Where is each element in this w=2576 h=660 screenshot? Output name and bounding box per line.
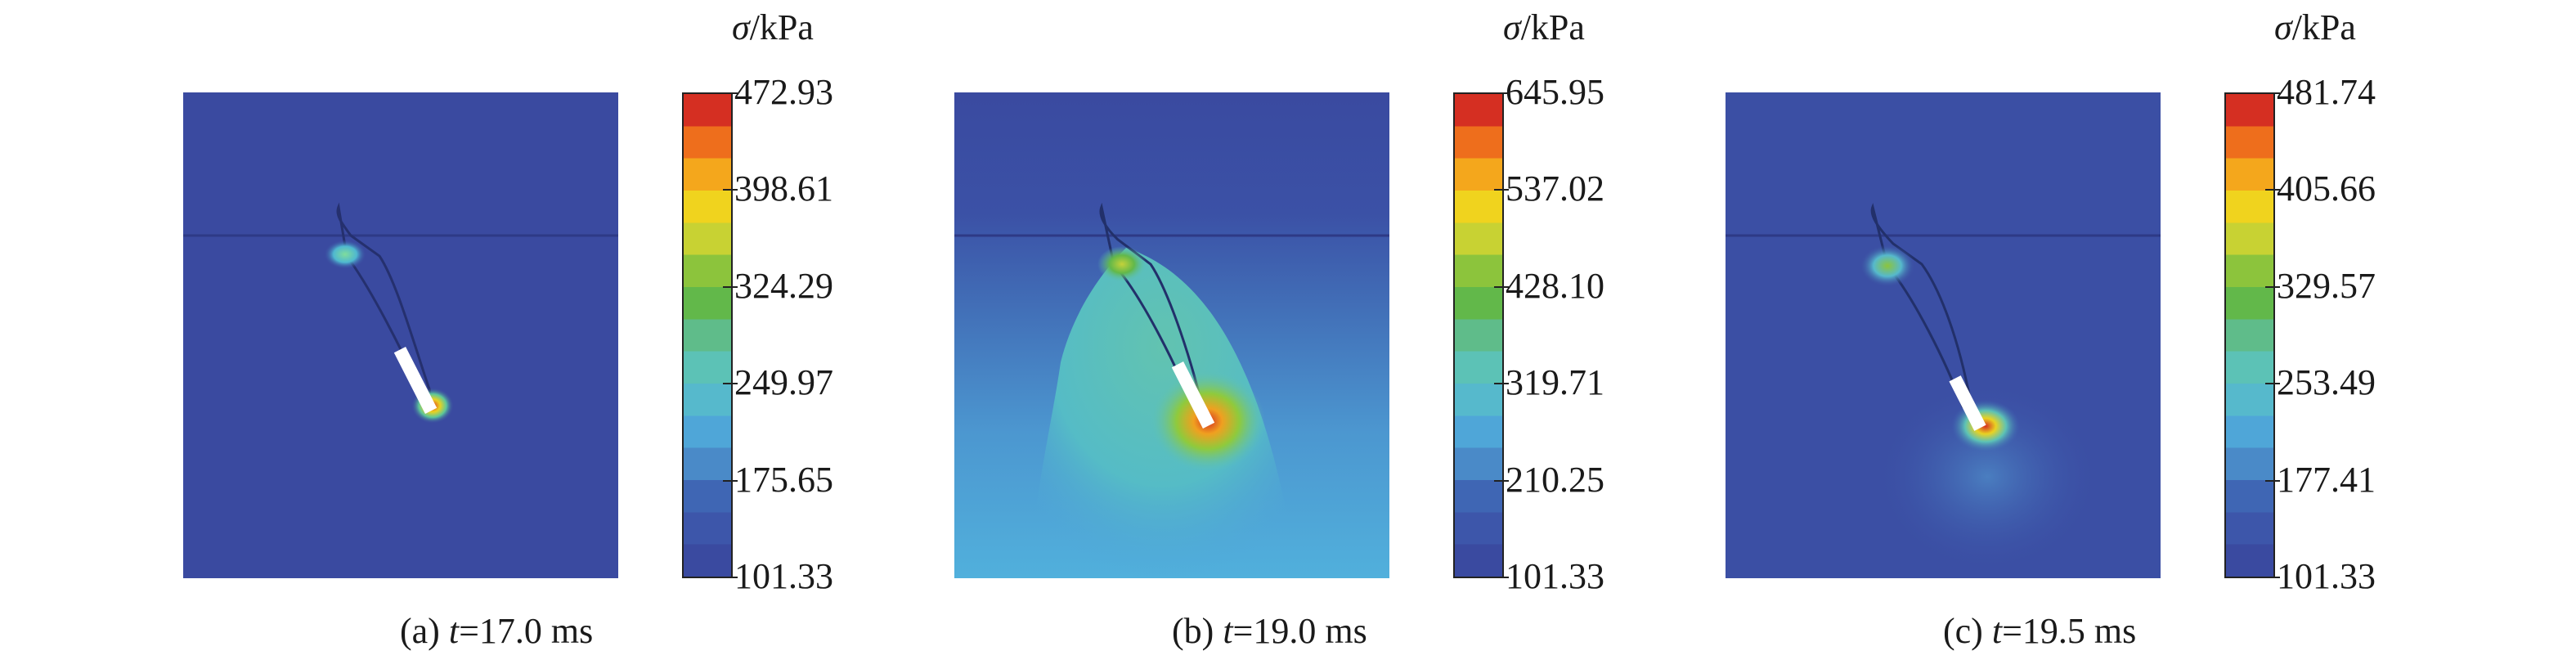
colorbar-tick-label: 101.33 bbox=[2277, 556, 2376, 596]
colorbar-tick-label: 398.61 bbox=[734, 168, 833, 209]
colorbar-tick bbox=[723, 577, 738, 578]
caption-b: (b) t=19.0 ms bbox=[1172, 611, 1367, 651]
stress-field-plot-c bbox=[1726, 92, 2161, 578]
colorbar-tick-label: 319.71 bbox=[1506, 362, 1604, 403]
projectile bbox=[1171, 361, 1215, 429]
colorbar-tick bbox=[1494, 479, 1509, 482]
colorbar-tick-label: 324.29 bbox=[734, 265, 833, 306]
colorbar-title: σ/kPa bbox=[2274, 7, 2356, 47]
projectile bbox=[393, 346, 438, 415]
colorbar-tick bbox=[723, 383, 738, 385]
colorbar-tick-label: 177.41 bbox=[2277, 459, 2376, 500]
caption-a: (a) t=17.0 ms bbox=[400, 611, 594, 651]
pressure-wave bbox=[1881, 387, 2094, 567]
colorbar-tick-label: 329.57 bbox=[2277, 265, 2376, 306]
stress-field-plot-b bbox=[954, 92, 1389, 578]
colorbar-title: σ/kPa bbox=[732, 7, 814, 47]
colorbar-tick bbox=[2265, 383, 2280, 385]
colorbar-title: σ/kPa bbox=[1503, 7, 1585, 47]
colorbar-tick bbox=[1494, 577, 1509, 578]
colorbar-tick-label: 101.33 bbox=[1506, 556, 1604, 596]
colorbar-tick-label: 249.97 bbox=[734, 362, 833, 403]
hotspot-top bbox=[324, 240, 366, 269]
colorbar-tick bbox=[1494, 189, 1509, 191]
colorbar-tick bbox=[723, 92, 738, 94]
cavity-outline bbox=[336, 202, 431, 396]
hotspot-tip bbox=[1951, 400, 2020, 452]
colorbar bbox=[1453, 92, 1504, 578]
colorbar-tick bbox=[2265, 479, 2280, 482]
colorbar-tick bbox=[2265, 577, 2280, 578]
colorbar-tick bbox=[2265, 92, 2280, 94]
colorbar-tick bbox=[723, 479, 738, 482]
colorbar bbox=[682, 92, 733, 578]
colorbar-tick-label: 175.65 bbox=[734, 459, 833, 500]
colorbar-tick bbox=[2265, 189, 2280, 191]
stress-background bbox=[183, 92, 618, 578]
colorbar-tick bbox=[723, 285, 738, 288]
colorbar-tick bbox=[1494, 92, 1509, 94]
projectile bbox=[1949, 375, 1986, 431]
colorbar-tick-label: 253.49 bbox=[2277, 362, 2376, 403]
colorbar-tick-label: 481.74 bbox=[2277, 72, 2376, 112]
colorbar-tick bbox=[1494, 383, 1509, 385]
caption-c: (c) t=19.5 ms bbox=[1943, 611, 2137, 651]
colorbar-tick bbox=[1494, 285, 1509, 288]
colorbar-tick-label: 537.02 bbox=[1506, 168, 1604, 209]
colorbar-tick-label: 472.93 bbox=[734, 72, 833, 112]
hotspot-top bbox=[1860, 245, 1915, 287]
colorbar-tick-label: 101.33 bbox=[734, 556, 833, 596]
colorbar-tick-label: 405.66 bbox=[2277, 168, 2376, 209]
colorbar-tick bbox=[723, 189, 738, 191]
stress-field-plot-a bbox=[183, 92, 618, 578]
colorbar-tick-label: 428.10 bbox=[1506, 265, 1604, 306]
colorbar-tick-label: 210.25 bbox=[1506, 459, 1604, 500]
colorbar-tick-label: 645.95 bbox=[1506, 72, 1604, 112]
colorbar-tick bbox=[2265, 285, 2280, 288]
colorbar bbox=[2224, 92, 2275, 578]
hotspot-top bbox=[1097, 246, 1147, 282]
